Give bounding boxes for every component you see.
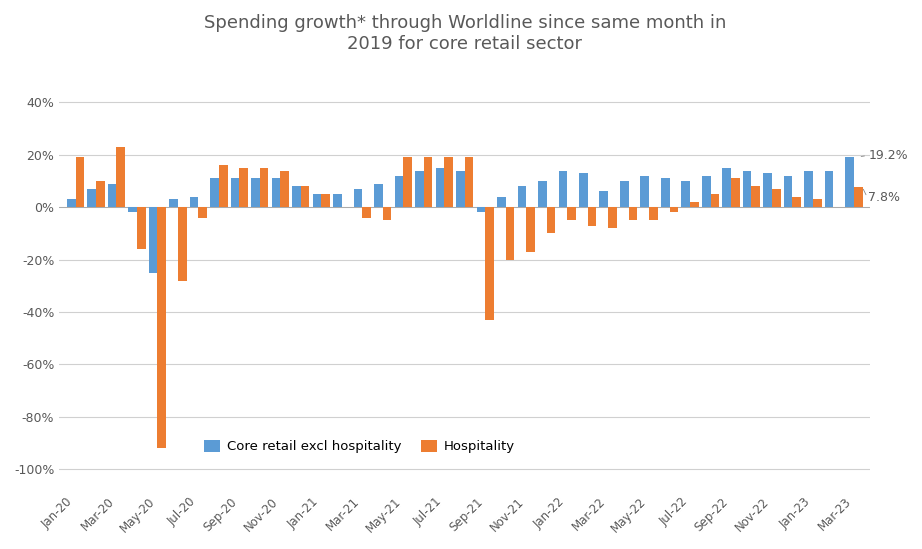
Bar xyxy=(547,207,555,233)
Bar xyxy=(219,165,228,207)
Bar xyxy=(137,207,146,249)
Title: Spending growth* through Worldline since same month in
2019 for core retail sect: Spending growth* through Worldline since… xyxy=(204,14,726,53)
Bar xyxy=(313,194,322,207)
Bar xyxy=(711,194,719,207)
Bar xyxy=(485,207,494,320)
Bar xyxy=(813,199,822,207)
Bar xyxy=(170,199,178,207)
Bar xyxy=(292,186,301,207)
Bar xyxy=(526,207,535,252)
Bar xyxy=(128,207,137,212)
Bar xyxy=(641,176,649,207)
Bar xyxy=(599,192,609,207)
Bar xyxy=(804,171,813,207)
Bar xyxy=(354,189,362,207)
Legend: Core retail excl hospitality, Hospitality: Core retail excl hospitality, Hospitalit… xyxy=(199,435,520,458)
Bar xyxy=(505,207,514,260)
Bar xyxy=(587,207,597,226)
Bar xyxy=(158,207,166,449)
Bar xyxy=(763,173,772,207)
Bar xyxy=(579,173,587,207)
Bar xyxy=(649,207,657,220)
Bar xyxy=(362,207,371,218)
Bar xyxy=(230,178,240,207)
Bar xyxy=(252,178,260,207)
Bar xyxy=(240,168,248,207)
Bar xyxy=(743,171,751,207)
Bar xyxy=(669,207,679,212)
Bar xyxy=(620,181,629,207)
Bar xyxy=(772,189,781,207)
Bar xyxy=(629,207,637,220)
Bar xyxy=(690,202,699,207)
Bar xyxy=(178,207,186,281)
Bar xyxy=(148,207,158,273)
Bar xyxy=(76,158,84,207)
Bar xyxy=(567,207,575,220)
Bar xyxy=(477,207,485,212)
Bar xyxy=(67,199,76,207)
Bar xyxy=(108,183,116,207)
Bar xyxy=(374,183,383,207)
Bar xyxy=(784,176,792,207)
Bar xyxy=(272,178,280,207)
Bar xyxy=(731,178,739,207)
Bar xyxy=(198,207,207,218)
Bar xyxy=(559,171,567,207)
Text: 19.2%: 19.2% xyxy=(869,149,908,162)
Bar xyxy=(661,178,669,207)
Bar xyxy=(792,197,801,207)
Bar xyxy=(88,189,96,207)
Bar xyxy=(395,176,403,207)
Bar xyxy=(280,171,289,207)
Bar xyxy=(301,186,310,207)
Bar xyxy=(424,158,432,207)
Bar xyxy=(854,187,862,207)
Bar xyxy=(333,194,342,207)
Bar xyxy=(465,158,473,207)
Text: 7.8%: 7.8% xyxy=(869,191,900,204)
Bar xyxy=(383,207,391,220)
Bar xyxy=(681,181,690,207)
Bar xyxy=(538,181,547,207)
Bar xyxy=(444,158,453,207)
Bar xyxy=(751,186,760,207)
Bar xyxy=(723,168,731,207)
Bar xyxy=(415,171,424,207)
Bar xyxy=(210,178,219,207)
Bar xyxy=(403,158,412,207)
Bar xyxy=(825,171,833,207)
Bar xyxy=(456,171,465,207)
Bar xyxy=(116,147,125,207)
Bar xyxy=(497,197,505,207)
Bar xyxy=(845,157,854,207)
Bar xyxy=(260,168,268,207)
Bar xyxy=(322,194,330,207)
Bar xyxy=(702,176,711,207)
Bar xyxy=(190,197,198,207)
Bar xyxy=(609,207,617,228)
Bar xyxy=(96,181,104,207)
Bar xyxy=(435,168,444,207)
Bar xyxy=(517,186,526,207)
